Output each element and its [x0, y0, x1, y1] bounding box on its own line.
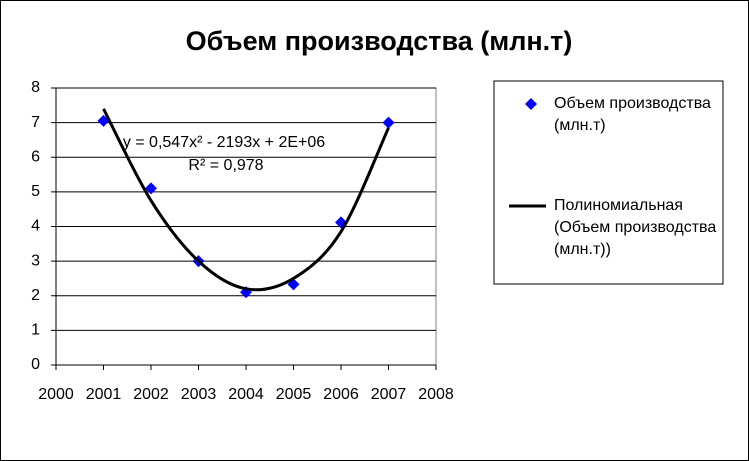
data-point: [382, 116, 395, 129]
chart-title: Объем производства (млн.т): [186, 26, 573, 56]
trendline: [102, 108, 390, 292]
x-tick-label: 2008: [418, 386, 454, 403]
y-tick-label: 1: [31, 322, 40, 339]
y-tick-label: 2: [31, 287, 40, 304]
x-tick-label: 2000: [38, 386, 74, 403]
y-tick-label: 3: [31, 252, 40, 269]
trend-equation: y = 0,547x² - 2193x + 2E+06: [123, 134, 325, 151]
legend-label: Объем производства (млн.т): [554, 95, 711, 134]
y-tick-label: 7: [31, 114, 40, 131]
legend-box: [493, 80, 724, 285]
y-tick-label: 5: [31, 183, 40, 200]
x-tick-label: 2004: [228, 386, 264, 403]
y-tick-label: 0: [31, 356, 40, 373]
x-tick-label: 2003: [181, 386, 217, 403]
trend-r2: R² = 0,978: [188, 157, 263, 174]
y-tick-label: 8: [31, 79, 40, 96]
x-tick-label: 2001: [86, 386, 122, 403]
legend-marker: [525, 98, 537, 110]
x-tick-label: 2002: [133, 386, 169, 403]
x-tick-label: 2007: [371, 386, 407, 403]
y-tick-label: 4: [31, 218, 40, 235]
y-tick-label: 6: [31, 148, 40, 165]
data-point: [145, 182, 157, 195]
x-tick-label: 2006: [323, 386, 359, 403]
legend-label: Полиномиальная (Объем производства (млн.…: [554, 197, 717, 258]
x-tick-label: 2005: [276, 386, 312, 403]
